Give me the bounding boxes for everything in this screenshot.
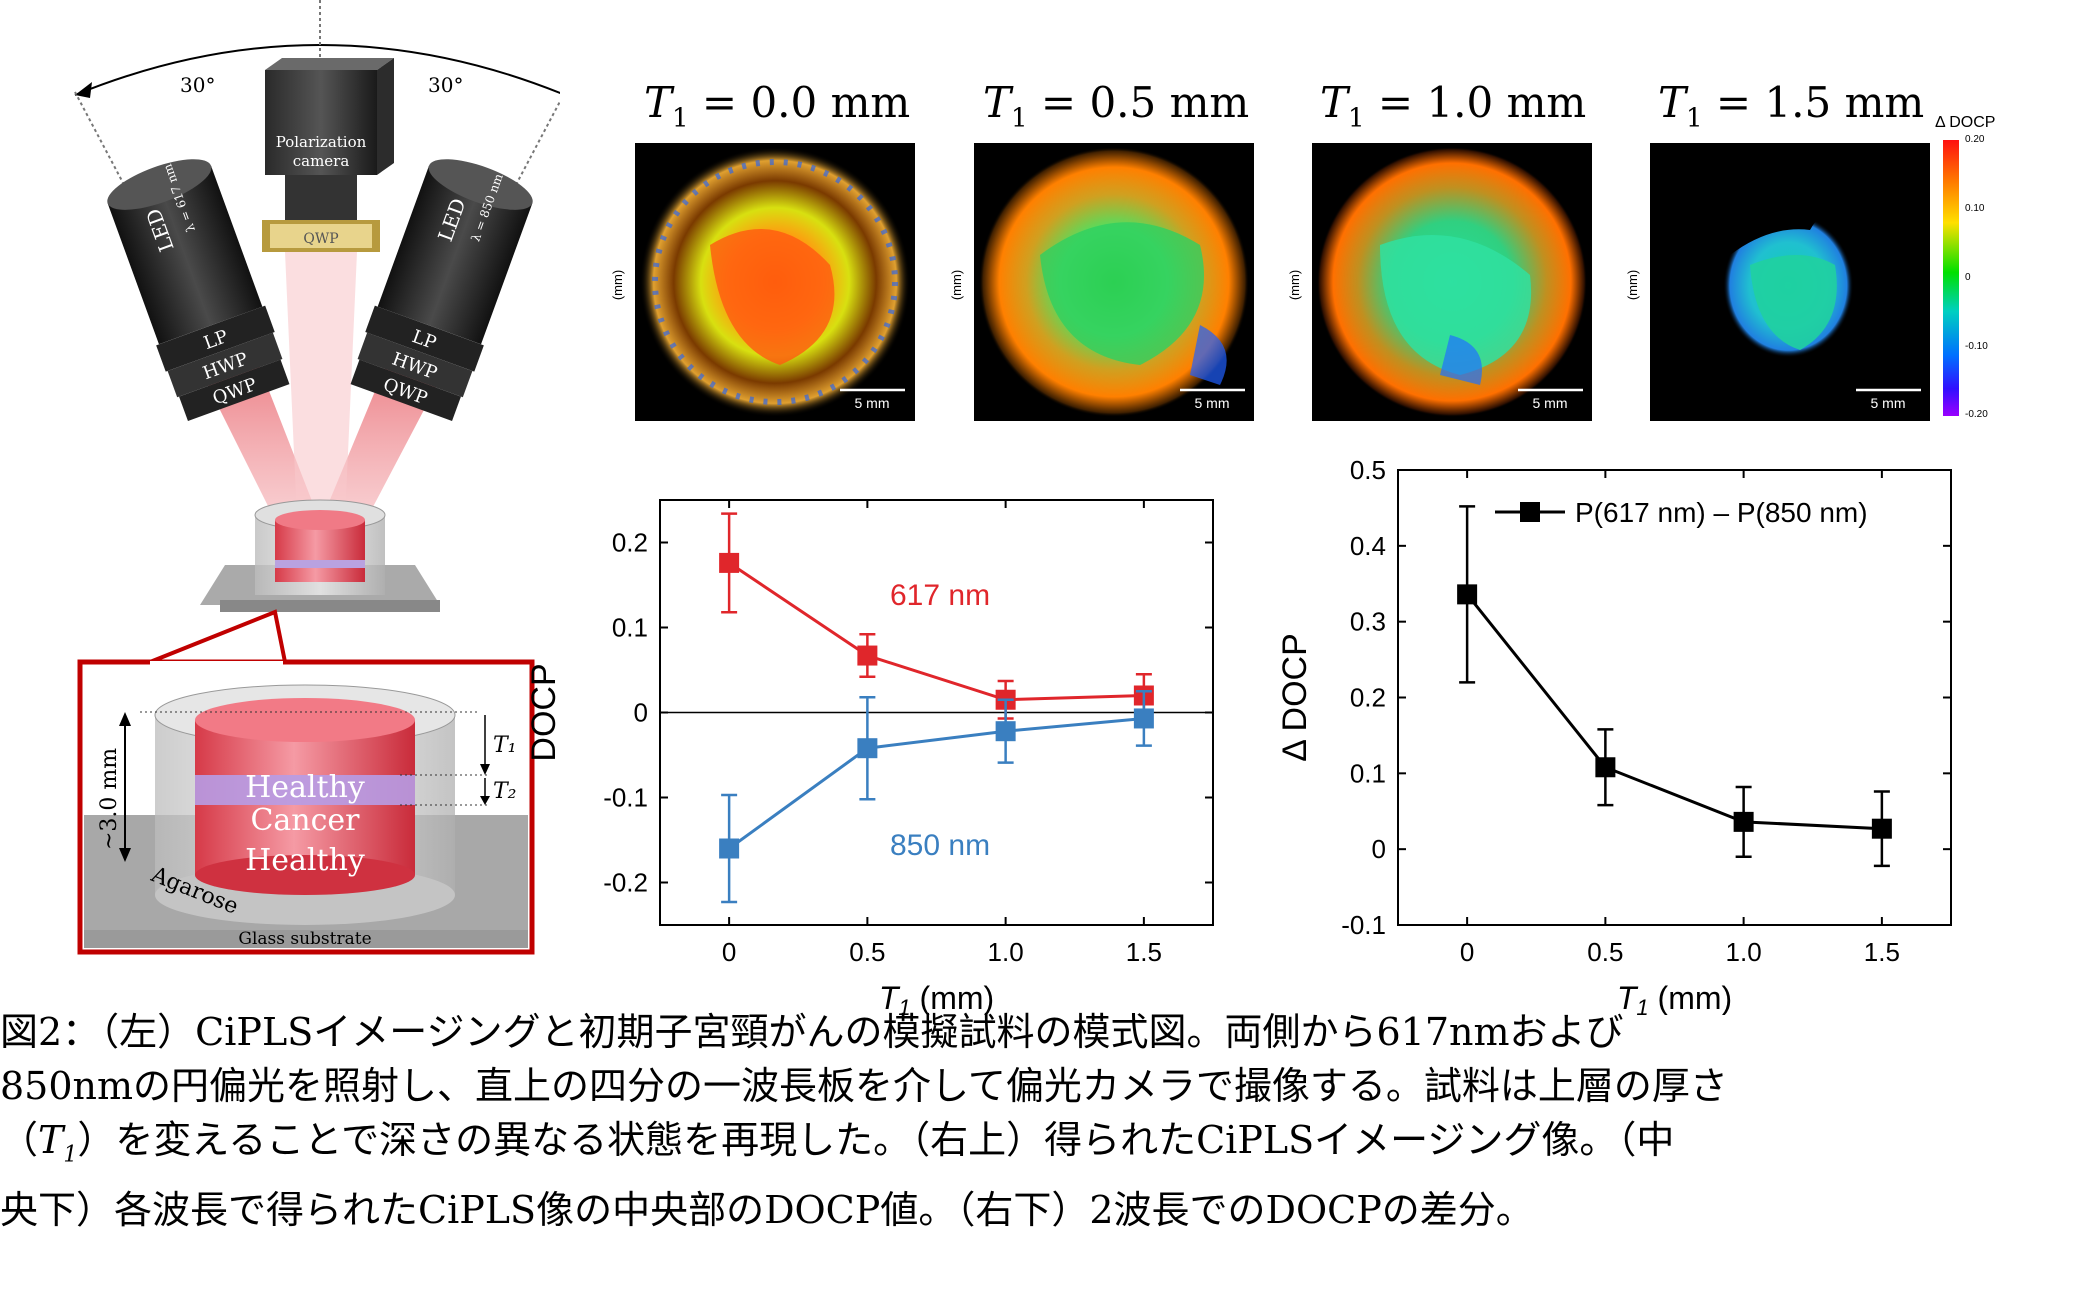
scale-bar-3: 5 mm bbox=[1871, 395, 1906, 411]
panel-title-2: T1 = 1.0 mm bbox=[1320, 78, 1587, 134]
data-point bbox=[1733, 811, 1754, 832]
x-tick-label: 1.5 bbox=[1864, 937, 1900, 967]
led-right-icon: LED λ = 850 nm LP HWP QWP bbox=[350, 159, 533, 422]
figure-caption: 図2：（左）CiPLSイメージングと初期子宮頸がんの模擬試料の模式図。両側から6… bbox=[0, 1005, 2080, 1237]
t1-label: T₁ bbox=[493, 733, 517, 758]
callout-pointer bbox=[149, 609, 288, 664]
y-tick-label: 0.1 bbox=[612, 613, 648, 643]
y-tick-label: 0 bbox=[634, 698, 648, 728]
x-tick-label: 1.0 bbox=[1726, 937, 1762, 967]
y-tick-label: 0.4 bbox=[1350, 531, 1386, 561]
data-point bbox=[857, 738, 878, 759]
x-tick-label: 1.0 bbox=[988, 937, 1024, 967]
y-tick-label: 0.2 bbox=[1350, 683, 1386, 713]
inset-depth-label: ~3.0 mm bbox=[97, 748, 122, 850]
camera-label-1: Polarization bbox=[276, 133, 367, 151]
ylabel-3: (mm) bbox=[1625, 270, 1640, 300]
panel-title-1: T1 = 0.5 mm bbox=[983, 78, 1250, 134]
ylabel-1: (mm) bbox=[949, 270, 964, 300]
sample-cross-section: ~3.0 mm T₁ T₂ Healthy Cancer Healthy Aga… bbox=[84, 684, 528, 949]
y-tick-label: 0 bbox=[1372, 834, 1386, 864]
legend-marker bbox=[1520, 502, 1540, 522]
scale-bar-0: 5 mm bbox=[855, 395, 890, 411]
y-axis-label: DOCP bbox=[530, 663, 563, 761]
caption-t-sub: 1 bbox=[63, 1142, 78, 1168]
caption-t-var: T bbox=[38, 1118, 64, 1162]
sample-small-icon bbox=[200, 499, 440, 612]
image-panel-0: 5 mm (mm) bbox=[610, 143, 915, 421]
data-point bbox=[1871, 818, 1892, 839]
colorbar-title: Δ DOCP bbox=[1935, 114, 1996, 131]
x-axis-label: T1 (mm) bbox=[1617, 980, 1732, 1015]
y-axis-label: Δ DOCP bbox=[1276, 633, 1314, 762]
colorbar-tick-3: -0.10 bbox=[1965, 341, 1988, 352]
data-point bbox=[1133, 708, 1154, 729]
series-label: 617 nm bbox=[890, 579, 990, 612]
data-point bbox=[995, 721, 1016, 742]
scale-bar-2: 5 mm bbox=[1533, 395, 1568, 411]
camera-label-2: camera bbox=[293, 152, 350, 170]
y-tick-label: 0.5 bbox=[1350, 455, 1386, 485]
y-tick-label: 0.1 bbox=[1350, 758, 1386, 788]
beam-camera bbox=[285, 252, 357, 520]
delta-docp-chart: 0 0.5 1.0 1.5 0.5 0.4 0.3 0.2 0.1 0 -0.1 T1 (mm) Δ D… bbox=[1276, 455, 1952, 1015]
camera-qwp-label: QWP bbox=[303, 231, 338, 247]
y-tick-label: -0.1 bbox=[603, 783, 648, 813]
series-line bbox=[728, 716, 1145, 850]
image-panel-1: 5 mm (mm) bbox=[949, 143, 1254, 421]
data-point bbox=[1595, 757, 1616, 778]
caption-line-3a: （ bbox=[0, 1118, 39, 1162]
colorbar-tick-4: -0.20 bbox=[1965, 409, 1988, 420]
y-tick-label: -0.1 bbox=[1341, 910, 1386, 940]
y-tick-label: 0.3 bbox=[1350, 607, 1386, 637]
x-tick-label: 0 bbox=[1460, 937, 1474, 967]
caption-line-4: 央下）各波長で得られたCiPLS像の中央部のDOCP値。（右下）2波長でのDOC… bbox=[0, 1187, 1534, 1232]
caption-line-1: 図2：（左）CiPLSイメージングと初期子宮頸がんの模擬試料の模式図。両側から6… bbox=[0, 1010, 1624, 1054]
legend-label: P(617 nm) – P(850 nm) bbox=[1575, 497, 1868, 528]
angle-left-label: 30° bbox=[180, 73, 215, 97]
series-line bbox=[1465, 593, 1882, 831]
scale-bar-1: 5 mm bbox=[1195, 395, 1230, 411]
x-tick-label: 0.5 bbox=[1587, 937, 1623, 967]
polarization-camera-icon: Polarization camera QWP bbox=[262, 58, 394, 252]
layer-top-label: Healthy bbox=[245, 770, 365, 805]
layer-bottom-label: Healthy bbox=[245, 843, 365, 878]
data-point bbox=[1457, 584, 1478, 605]
x-tick-label: 0 bbox=[722, 937, 736, 967]
docp-chart: 0 0.5 1.0 1.5 0.2 0.1 0 -0.1 -0.2 T1 (mm) DOCP 617 … bbox=[530, 499, 1214, 1015]
series-label: 850 nm bbox=[890, 829, 990, 862]
colorbar bbox=[1943, 140, 1959, 416]
angle-right-label: 30° bbox=[428, 73, 463, 97]
image-panel-3: 5 mm (mm) bbox=[1625, 143, 1930, 421]
colorbar-tick-0: 0.20 bbox=[1965, 134, 1985, 145]
caption-line-3b: ）を変えることで深さの異なる状態を再現した。（右上）得られたCiPLSイメージン… bbox=[77, 1118, 1675, 1162]
caption-line-2: 850nmの円偏光を照射し、直上の四分の一波長板を介して偏光カメラで撮像する。試… bbox=[0, 1064, 1728, 1108]
angle-arc bbox=[74, 44, 560, 96]
panel-title-0: T1 = 0.0 mm bbox=[644, 78, 911, 134]
data-point bbox=[719, 838, 740, 859]
ylabel-2: (mm) bbox=[1287, 270, 1302, 300]
t2-label: T₂ bbox=[493, 779, 517, 804]
imaging-panels-svg: 5 mm (mm) 5 mm (mm) 5 mm (mm) 5 mm (mm) bbox=[610, 143, 1930, 421]
layer-mid-label: Cancer bbox=[250, 803, 360, 838]
panel-title-3: T1 = 1.5 mm bbox=[1658, 78, 1925, 134]
plot-frame bbox=[1397, 469, 1952, 926]
data-point bbox=[719, 552, 740, 573]
led-left-icon: LED λ = 617 nm LP HWP QWP bbox=[107, 159, 290, 422]
series-line bbox=[728, 561, 1144, 702]
x-axis-label: T1 (mm) bbox=[879, 980, 994, 1015]
substrate-label: Glass substrate bbox=[238, 929, 371, 949]
colorbar-tick-2: 0 bbox=[1965, 272, 1971, 283]
y-tick-label: -0.2 bbox=[603, 868, 648, 898]
x-tick-label: 0.5 bbox=[849, 937, 885, 967]
y-tick-label: 0.2 bbox=[612, 528, 648, 558]
setup-schematic: 30° 30° Polarization camera QWP LED λ = … bbox=[74, 0, 560, 955]
data-point bbox=[857, 645, 878, 666]
x-tick-label: 1.5 bbox=[1126, 937, 1162, 967]
image-panel-2: 5 mm (mm) bbox=[1287, 143, 1592, 421]
colorbar-tick-1: 0.10 bbox=[1965, 203, 1985, 214]
ylabel-0: (mm) bbox=[610, 270, 625, 300]
